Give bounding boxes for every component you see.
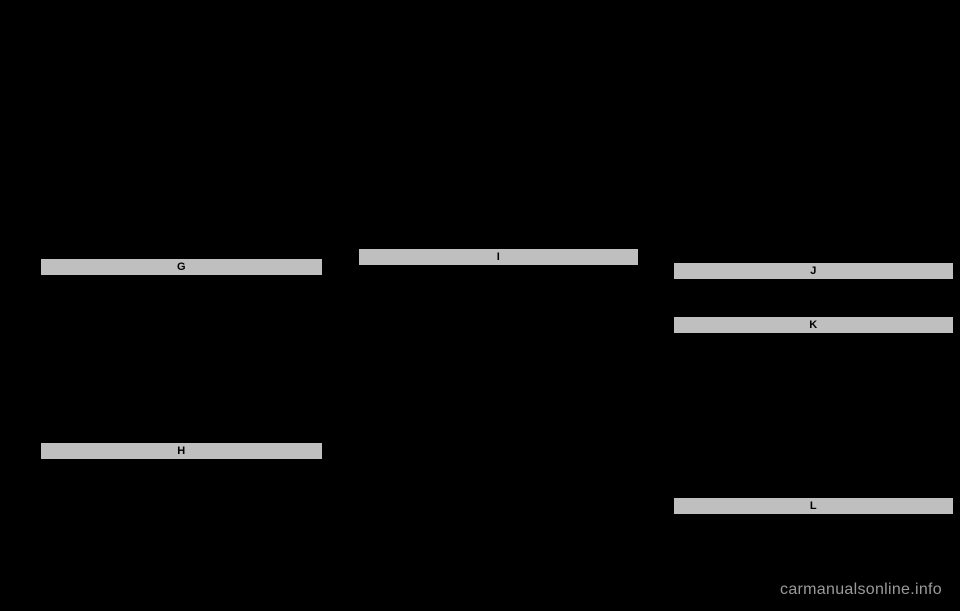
section-header-h: H (40, 442, 323, 460)
section-header-g: G (40, 258, 323, 276)
section-header-i: I (358, 248, 639, 266)
section-label-h: H (177, 445, 185, 457)
section-header-l: L (673, 497, 954, 515)
watermark-text: carmanualsonline.info (780, 581, 942, 599)
section-label-l: L (810, 500, 817, 512)
section-label-i: I (497, 251, 501, 263)
section-label-k: K (809, 319, 817, 331)
section-header-j: J (673, 262, 954, 280)
section-header-k: K (673, 316, 954, 334)
section-label-j: J (810, 265, 817, 277)
section-label-g: G (177, 261, 186, 273)
